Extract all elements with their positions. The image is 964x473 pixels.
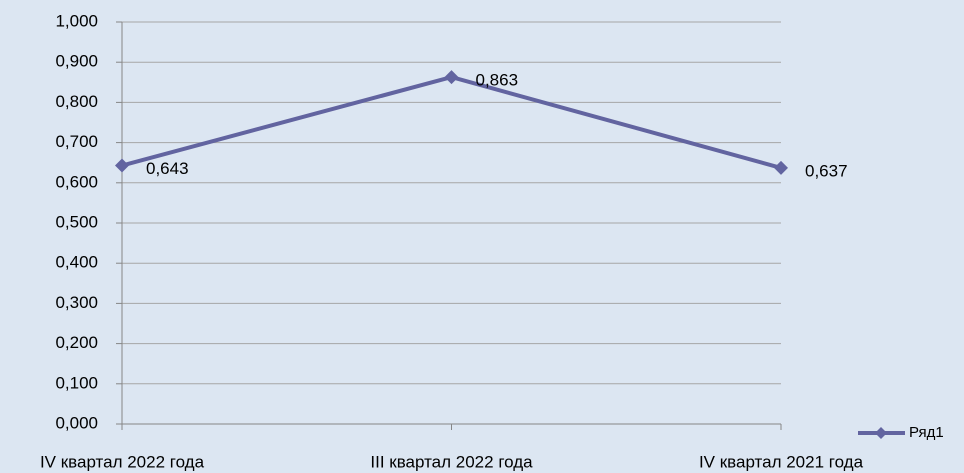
y-tick-label: 0,800 — [55, 92, 98, 111]
marker — [444, 70, 459, 85]
marker — [115, 158, 129, 173]
marker — [774, 160, 788, 175]
legend-marker — [875, 427, 887, 439]
y-tick-label: 0,600 — [55, 172, 98, 191]
y-tick-label: 0,200 — [55, 333, 98, 352]
data-label: 0,863 — [476, 71, 519, 90]
x-tick-label: IV квартал 2022 года — [40, 452, 205, 471]
legend-label: Ряд1 — [909, 424, 944, 441]
y-tick-label: 0,400 — [55, 253, 98, 272]
y-tick-label: 0,300 — [55, 293, 98, 312]
x-tick-label: IV квартал 2021 года — [699, 452, 864, 471]
y-tick-label: 0,700 — [55, 132, 98, 151]
y-tick-label: 0,500 — [55, 212, 98, 231]
x-tick-label: III квартал 2022 года — [370, 452, 533, 471]
y-tick-label: 0,100 — [55, 373, 98, 392]
y-tick-label: 0,900 — [55, 52, 98, 71]
data-label: 0,637 — [805, 161, 848, 180]
y-tick-label: 0,000 — [55, 413, 98, 432]
data-label: 0,643 — [146, 159, 189, 178]
y-tick-label: 1,000 — [55, 11, 98, 30]
